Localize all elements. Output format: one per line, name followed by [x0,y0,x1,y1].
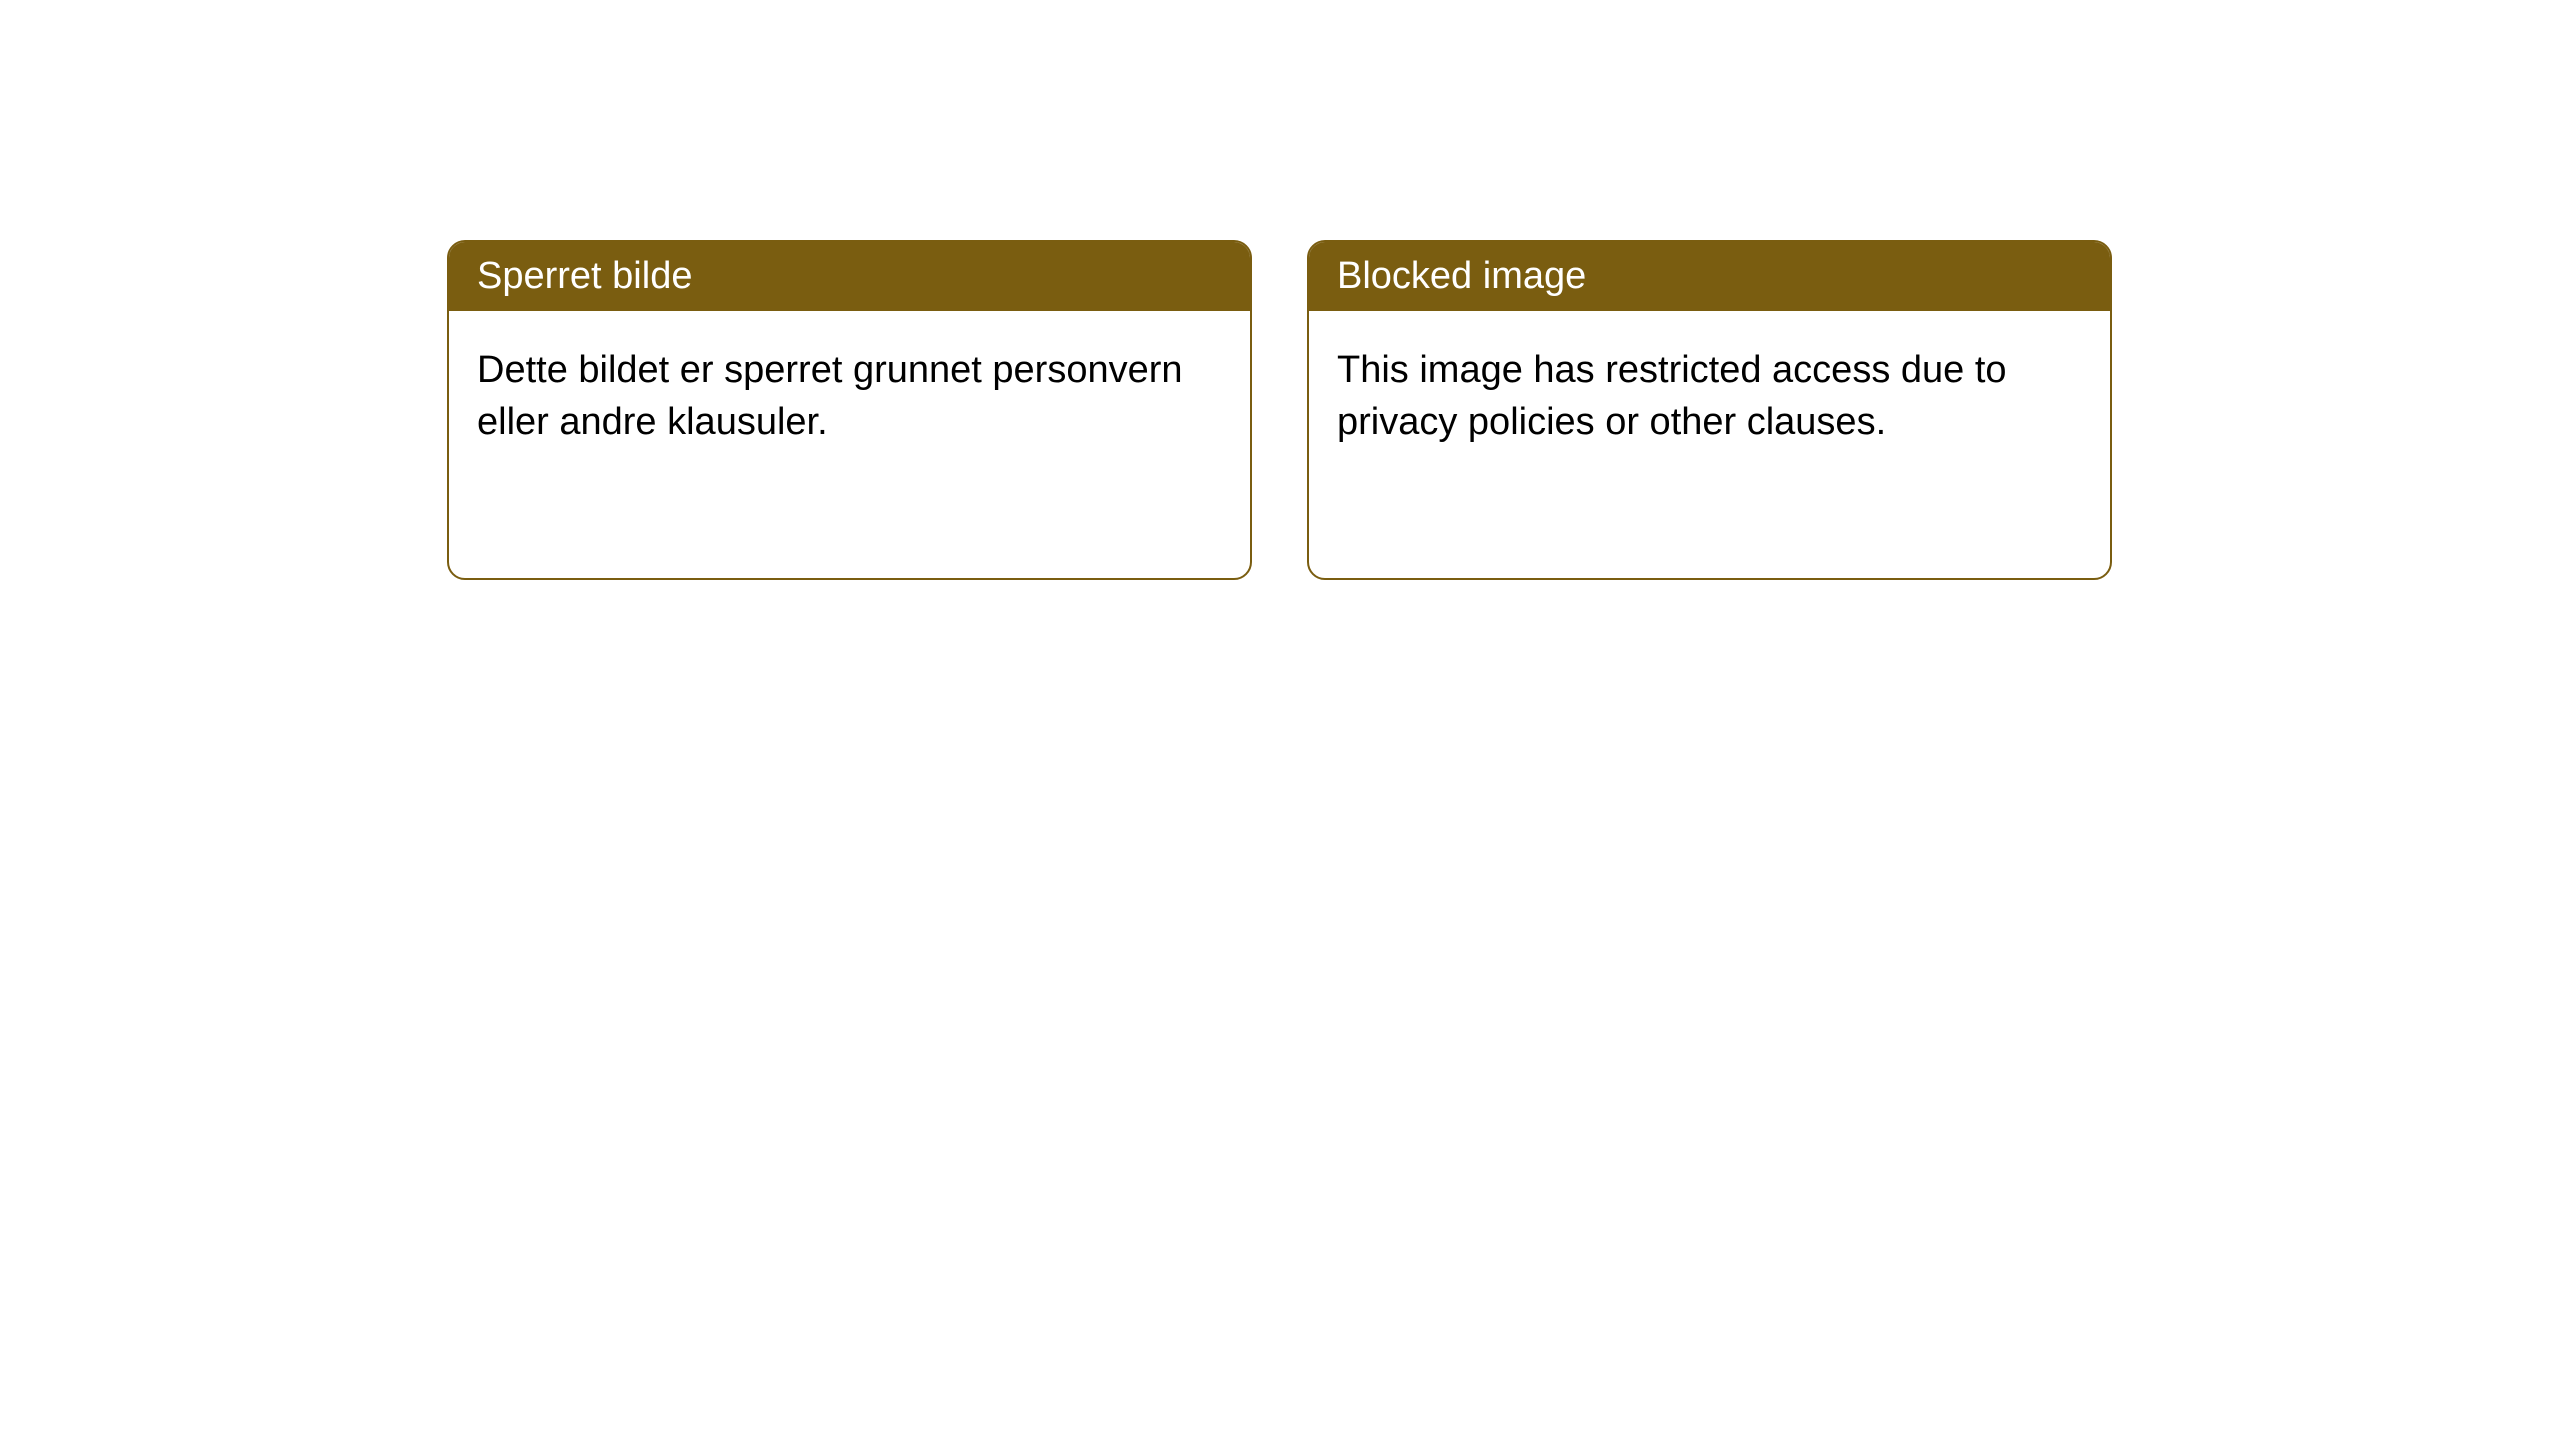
notice-header-text: Blocked image [1337,255,1586,297]
notice-body-text: This image has restricted access due to … [1337,349,2007,442]
notice-header-text: Sperret bilde [477,255,692,297]
notice-header: Blocked image [1309,242,2110,311]
notice-body: This image has restricted access due to … [1309,311,2110,482]
notice-container: Sperret bilde Dette bildet er sperret gr… [447,240,2112,580]
notice-body-text: Dette bildet er sperret grunnet personve… [477,349,1183,442]
notice-body: Dette bildet er sperret grunnet personve… [449,311,1250,482]
notice-card-norwegian: Sperret bilde Dette bildet er sperret gr… [447,240,1252,580]
notice-header: Sperret bilde [449,242,1250,311]
notice-card-english: Blocked image This image has restricted … [1307,240,2112,580]
